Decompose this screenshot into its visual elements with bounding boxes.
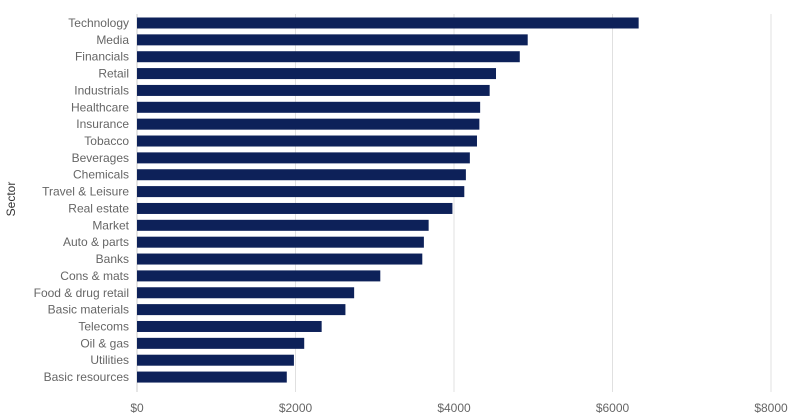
category-labels: Technology Media Financials Retail Industria…: [34, 16, 130, 384]
bar: [137, 17, 639, 29]
x-tick-label: $0: [130, 401, 144, 415]
bar: [137, 135, 477, 147]
bar: [137, 371, 287, 383]
category-label: Healthcare: [71, 100, 129, 114]
category-label: Oil & gas: [80, 336, 129, 350]
bar: [137, 270, 381, 282]
category-label: Banks: [96, 252, 129, 266]
category-label: Market: [92, 218, 129, 232]
x-tick-label: $6000: [596, 401, 630, 415]
category-label: Basic resources: [44, 370, 129, 384]
category-label: Chemicals: [73, 168, 129, 182]
bar: [137, 253, 423, 265]
category-label: Financials: [75, 50, 129, 64]
x-tick-labels: $0 $2000 $4000 $6000 $8000: [130, 401, 788, 415]
bar: [137, 51, 520, 63]
bar: [137, 84, 490, 96]
category-label: Auto & parts: [63, 235, 129, 249]
category-label: Travel & Leisure: [42, 185, 129, 199]
bar: [137, 337, 305, 349]
y-axis-title: Sector: [4, 182, 18, 217]
x-tick-label: $2000: [279, 401, 313, 415]
category-label: Industrials: [74, 83, 129, 97]
category-label: Tobacco: [84, 134, 129, 148]
bar: [137, 34, 528, 46]
category-label: Cons & mats: [60, 269, 129, 283]
bar: [137, 101, 481, 113]
bar: [137, 152, 470, 164]
bar: [137, 118, 480, 130]
x-tick-label: $4000: [437, 401, 471, 415]
bar: [137, 202, 453, 214]
category-label: Utilities: [90, 353, 129, 367]
bar: [137, 219, 429, 231]
category-label: Telecoms: [78, 319, 129, 333]
category-label: Real estate: [68, 201, 129, 215]
category-label: Beverages: [72, 151, 129, 165]
bar: [137, 186, 465, 198]
bar: [137, 287, 355, 299]
category-label: Media: [96, 33, 129, 47]
x-tick-label: $8000: [754, 401, 788, 415]
category-label: Food & drug retail: [34, 286, 129, 300]
bar: [137, 68, 497, 80]
category-label: Retail: [98, 67, 129, 81]
bar: [137, 169, 466, 181]
category-label: Technology: [68, 16, 129, 30]
bar: [137, 354, 294, 366]
bar: [137, 320, 322, 332]
category-label: Insurance: [76, 117, 129, 131]
category-label: Basic materials: [48, 303, 129, 317]
bar: [137, 304, 346, 316]
bars: [137, 17, 639, 383]
bar: [137, 236, 424, 248]
